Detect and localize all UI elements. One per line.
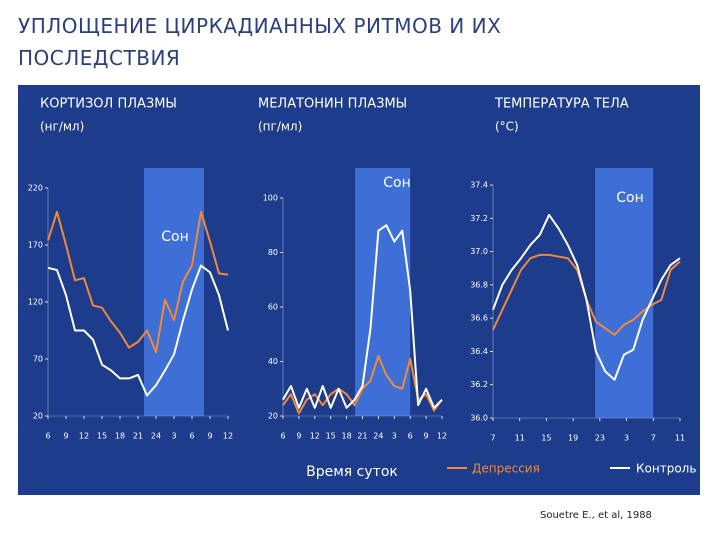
x-tick-label: 12 (310, 432, 320, 441)
series-line (492, 213, 681, 381)
legend-label: Контроль (636, 462, 696, 476)
x-tick-label: 11 (675, 434, 685, 443)
y-tick-label: 37.2 (470, 214, 488, 223)
y-tick-label: 20 (33, 412, 43, 421)
y-tick-label: 40 (268, 357, 278, 366)
series-line (282, 224, 443, 409)
y-tick-label: 36.6 (470, 314, 488, 323)
x-tick-label: 9 (63, 432, 68, 441)
chart-title: КОРТИЗОЛ ПЛАЗМЫ (40, 97, 177, 112)
y-tick-label: 100 (263, 194, 278, 203)
slide-title: УПЛОЩЕНИЕ ЦИРКАДИАННЫХ РИТМОВ И ИХ ПОСЛЕ… (18, 14, 502, 70)
x-tick-label: 15 (97, 432, 107, 441)
x-tick-label: 6 (189, 432, 194, 441)
chart-title: ТЕМПЕРАТУРА ТЕЛА (494, 97, 629, 112)
x-tick-label: 11 (515, 434, 525, 443)
x-tick-label: 12 (437, 432, 447, 441)
x-tick-label: 12 (223, 432, 233, 441)
x-tick-label: 7 (490, 434, 495, 443)
x-tick-label: 9 (207, 432, 212, 441)
y-tick-label: 170 (28, 241, 43, 250)
x-tick-label: 7 (651, 434, 656, 443)
x-tick-label: 24 (373, 432, 383, 441)
y-tick-label: 37.0 (470, 247, 488, 256)
y-tick-label: 36.2 (470, 380, 488, 389)
y-tick-label: 20 (268, 412, 278, 421)
y-tick-label: 60 (268, 303, 278, 312)
x-tick-label: 15 (326, 432, 336, 441)
y-tick-label: 120 (28, 298, 43, 307)
chart-title: МЕЛАТОНИН ПЛАЗМЫ (258, 97, 407, 112)
x-tick-label: 3 (624, 434, 629, 443)
sleep-label: Сон (383, 175, 411, 191)
sleep-band (595, 168, 654, 418)
x-tick-label: 9 (296, 432, 301, 441)
x-tick-label: 21 (133, 432, 143, 441)
x-axis-label: Время суток (306, 464, 398, 480)
series-line (282, 355, 443, 415)
x-tick-label: 18 (342, 432, 352, 441)
series-line (47, 210, 229, 354)
citation: Souetre E., et al, 1988 (540, 510, 652, 521)
sleep-label: Сон (161, 229, 189, 245)
sleep-label: Сон (616, 190, 644, 206)
x-tick-label: 21 (357, 432, 367, 441)
y-tick-label: 37.4 (470, 181, 488, 190)
y-tick-label: 220 (28, 184, 43, 193)
x-tick-label: 19 (568, 434, 578, 443)
y-tick-label: 36.0 (470, 414, 488, 423)
sleep-band (144, 168, 204, 416)
x-tick-label: 12 (79, 432, 89, 441)
unit-label: (°C) (495, 120, 519, 134)
legend-label: Депрессия (472, 462, 540, 476)
x-tick-label: 6 (45, 432, 50, 441)
series-line (47, 264, 229, 397)
y-tick-label: 36.4 (470, 347, 488, 356)
x-tick-label: 15 (541, 434, 551, 443)
x-tick-label: 24 (151, 432, 161, 441)
x-tick-label: 18 (115, 432, 125, 441)
x-tick-label: 3 (171, 432, 176, 441)
y-tick-label: 70 (33, 355, 43, 364)
x-tick-label: 9 (424, 432, 429, 441)
y-tick-label: 80 (268, 248, 278, 257)
unit-label: (нг/мл) (40, 120, 84, 134)
x-tick-label: 6 (408, 432, 413, 441)
y-tick-label: 36.8 (470, 280, 488, 289)
x-tick-label: 6 (280, 432, 285, 441)
x-tick-label: 23 (595, 434, 605, 443)
x-tick-label: 3 (392, 432, 397, 441)
unit-label: (пг/мл) (258, 120, 302, 134)
